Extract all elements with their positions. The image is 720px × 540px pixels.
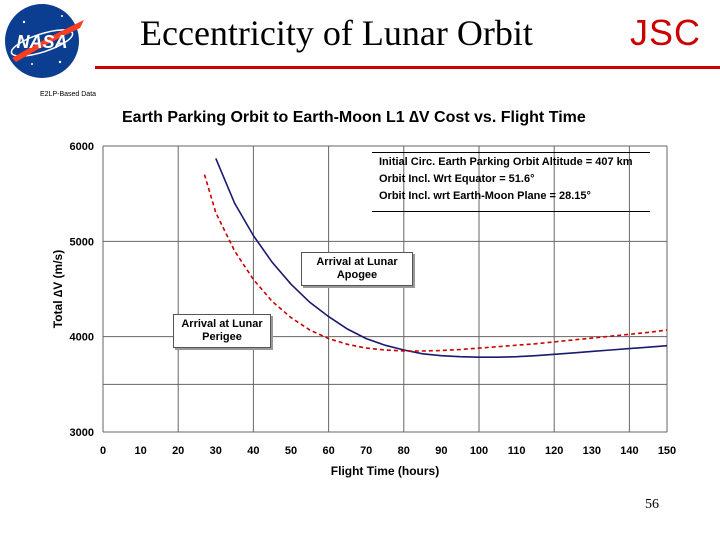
page-number: 56 [645, 497, 659, 512]
chart-title: Earth Parking Orbit to Earth-Moon L1 ∆V … [122, 109, 586, 126]
annotation-perigee-line2: Perigee [202, 331, 242, 343]
x-tick-label: 90 [435, 445, 447, 457]
title-rule [95, 66, 720, 69]
x-tick-label: 10 [134, 445, 146, 457]
x-tick-label: 130 [583, 445, 601, 457]
x-tick-label: 20 [172, 445, 184, 457]
annotation-perigee-line1: Arrival at Lunar [181, 318, 263, 330]
annotation-perigee: Arrival at Lunar Perigee [173, 314, 271, 348]
series-line-perigee [203, 174, 668, 352]
x-axis-label: Flight Time (hours) [330, 464, 440, 478]
x-tick-label: 150 [658, 445, 676, 457]
info-line-altitude: Initial Circ. Earth Parking Orbit Altitu… [379, 156, 633, 168]
y-tick-label: 4000 [70, 332, 94, 344]
annotation-apogee: Arrival at Lunar Apogee [301, 252, 413, 286]
x-tick-label: 0 [100, 445, 106, 457]
x-tick-label: 50 [285, 445, 297, 457]
annotation-apogee-line2: Apogee [336, 269, 378, 281]
x-tick-label: 120 [545, 445, 563, 457]
source-label: E2LP-Based Data [40, 91, 97, 98]
x-tick-label: 140 [620, 445, 638, 457]
y-tick-label: 5000 [70, 236, 94, 248]
x-tick-label: 30 [210, 445, 222, 457]
info-line-moon-plane-inclination: Orbit Incl. wrt Earth-Moon Plane = 28.15… [379, 190, 591, 202]
y-tick-label: 6000 [70, 141, 94, 153]
orbit-info-box: Initial Circ. Earth Parking Orbit Altitu… [372, 152, 650, 212]
info-line-equator-inclination: Orbit Incl. Wrt Equator = 51.6° [379, 173, 535, 185]
nasa-logo: NASA [5, 4, 84, 78]
x-tick-label: 80 [398, 445, 410, 457]
x-tick-label: 60 [322, 445, 334, 457]
series-line-apogee [215, 158, 668, 358]
org-label: JSC [630, 12, 702, 53]
y-tick-label: 3000 [70, 427, 94, 439]
slide-title: Eccentricity of Lunar Orbit [140, 13, 533, 53]
annotation-apogee-line1: Arrival at Lunar [316, 256, 398, 268]
x-tick-label: 110 [508, 445, 526, 457]
y-axis-label: Total ∆V (m/s) [51, 249, 65, 329]
svg-text:NASA: NASA [16, 32, 67, 52]
x-tick-label: 100 [470, 445, 488, 457]
x-tick-label: 40 [247, 445, 259, 457]
x-tick-label: 70 [360, 445, 372, 457]
